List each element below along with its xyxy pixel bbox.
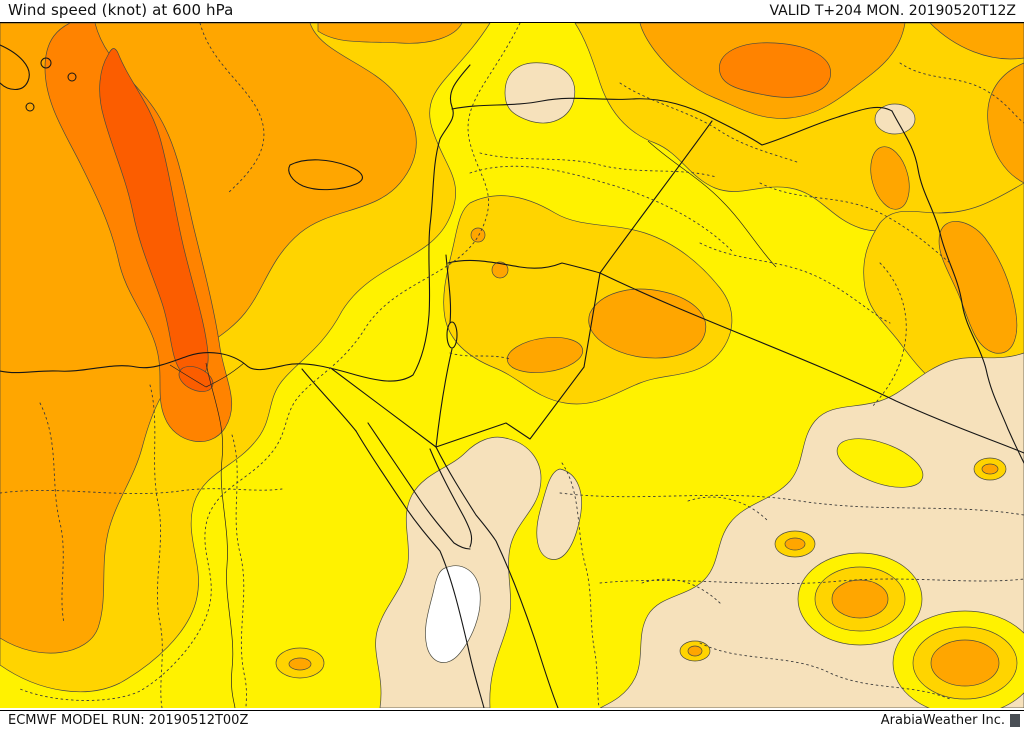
syria-iraq-border xyxy=(599,120,713,274)
band-orange-core-a xyxy=(831,579,889,619)
island-3 xyxy=(25,102,35,112)
dotted-contour-redsea xyxy=(561,462,600,708)
dotted-admin-egypt-3 xyxy=(0,488,283,494)
band-cream-topcenter xyxy=(504,62,576,124)
nile-delta-west-arm xyxy=(169,364,207,388)
band-orange-spot-d xyxy=(687,645,703,657)
dotted-admin-saudi-2 xyxy=(599,578,1024,585)
rivers xyxy=(169,140,777,708)
iran-iraq-border xyxy=(891,110,1024,464)
footer-bar: ECMWF MODEL RUN: 20190512T00Z ArabiaWeat… xyxy=(0,710,1024,729)
dotted-admin-saudi-3 xyxy=(699,642,951,700)
dotted-contour-bottomright-1 xyxy=(687,496,769,522)
band-orange-topstrip xyxy=(317,23,463,44)
turkey-syria-border xyxy=(451,97,893,146)
nile-river-line xyxy=(205,362,236,708)
brand-area: ArabiaWeather Inc. xyxy=(881,713,1020,728)
band-orange-spot-e xyxy=(981,463,999,475)
dotted-admin-egypt-2 xyxy=(231,434,247,708)
map-area xyxy=(0,23,1024,710)
band-yellow-inlet xyxy=(836,438,924,488)
wadi-araba-border xyxy=(435,348,453,448)
brand-label: ArabiaWeather Inc. xyxy=(880,712,1005,728)
band-orange-spot-c xyxy=(784,537,806,551)
dead-sea-outline xyxy=(446,321,458,349)
wind-speed-contour-map xyxy=(0,23,1024,708)
israel-jordan-border xyxy=(445,254,452,324)
mediterranean-coastline xyxy=(0,64,471,382)
band-orange-rightmiddle xyxy=(938,221,1018,354)
dotted-contour-topleft xyxy=(19,23,521,701)
band-orange-dot-1 xyxy=(470,227,486,243)
brand-logo-mark xyxy=(1010,713,1020,727)
band-orange-core-b xyxy=(930,639,1000,687)
gulf-of-suez-east-coast xyxy=(367,422,471,550)
dotted-contour-topright xyxy=(619,82,801,164)
jordan-saudi-border xyxy=(435,272,601,448)
euphrates-river-line xyxy=(647,140,777,268)
gulf-of-aqaba-east-coast xyxy=(435,446,559,708)
header-bar: Wind speed (knot) at 600 hPa VALID T+204… xyxy=(0,0,1024,23)
cyprus-outline xyxy=(288,159,363,191)
band-cream-spot-right xyxy=(874,103,916,135)
model-run-label: ECMWF MODEL RUN: 20190512T00Z xyxy=(8,712,249,728)
gulf-of-suez-west-coast xyxy=(355,430,485,708)
band-orange-right-small xyxy=(870,146,910,210)
band-orange-dot-2 xyxy=(491,261,509,279)
band-orange-center-2 xyxy=(506,337,584,373)
band-cream-bottomright xyxy=(599,352,1024,708)
dotted-admin-egypt-1 xyxy=(149,384,163,708)
iraq-saudi-border xyxy=(599,272,1024,454)
band-white-redsea xyxy=(425,565,481,663)
dotted-admin-jordan xyxy=(449,352,511,360)
nile-delta-east-arm xyxy=(205,362,245,388)
valid-time-label: VALID T+204 MON. 20190520T12Z xyxy=(769,3,1016,19)
island-2 xyxy=(67,72,77,82)
band-orange-spot-sw xyxy=(288,657,312,671)
gulf-of-aqaba-west-coast xyxy=(429,448,473,548)
israel-egypt-border xyxy=(331,368,437,448)
jordan-syria-border xyxy=(447,259,601,274)
country-borders xyxy=(0,44,1024,708)
island-1 xyxy=(40,57,52,69)
band-orange-center xyxy=(588,288,707,359)
dotted-admin-egypt-4 xyxy=(39,402,65,624)
dotted-admin-iraq-2 xyxy=(699,242,891,324)
dotted-contour-bottomright-2 xyxy=(641,578,723,606)
dotted-admin-saudi-1 xyxy=(559,492,1024,516)
band-darkorange-topright xyxy=(719,42,831,98)
wind-bands xyxy=(0,23,1024,708)
band-cream-strip xyxy=(536,468,582,560)
page-title: Wind speed (knot) at 600 hPa xyxy=(8,1,234,19)
turkey-coast-wiggle xyxy=(0,44,30,91)
dotted-lines xyxy=(0,23,1024,708)
dotted-admin-syria xyxy=(479,152,717,178)
band-orange-rightedge xyxy=(987,62,1024,184)
suez-canal-line xyxy=(301,368,357,432)
